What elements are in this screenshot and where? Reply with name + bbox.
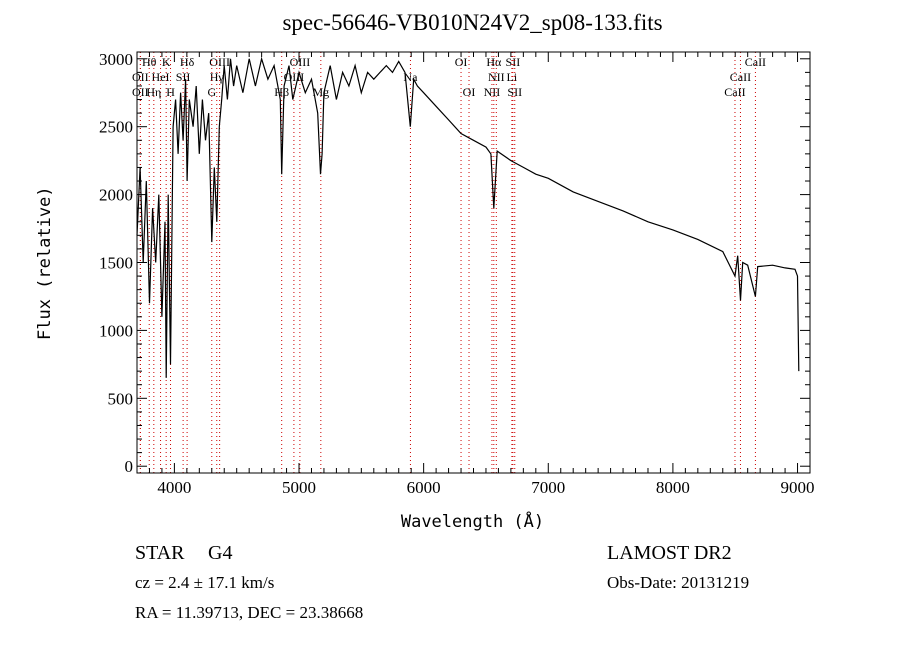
line-marker-label: SII (506, 55, 521, 69)
y-tick-label: 3000 (99, 50, 133, 69)
y-tick-label: 1000 (99, 321, 133, 340)
x-tick-label: 7000 (531, 478, 565, 497)
line-marker-label: OII (132, 85, 149, 99)
redshift-text: cz = 2.4 ± 17.1 km/s (135, 573, 275, 592)
line-marker-label: Li (507, 70, 518, 84)
line-marker-label: HeI (152, 70, 170, 84)
x-tick-label: 4000 (157, 478, 191, 497)
line-marker-label: OI (455, 55, 468, 69)
line-marker-label: H (166, 85, 175, 99)
line-marker-label: OI (463, 85, 476, 99)
coordinates-text: RA = 11.39713, DEC = 23.38668 (135, 603, 364, 622)
y-tick-label: 2500 (99, 118, 133, 137)
line-marker-label: Hδ (180, 55, 195, 69)
y-tick-label: 1500 (99, 254, 133, 273)
object-class: STAR (135, 542, 185, 564)
line-marker-label: SII (507, 85, 522, 99)
spectrum-line (136, 56, 800, 378)
y-tick-label: 0 (125, 457, 134, 476)
chart-title: spec-56646-VB010N24V2_sp08-133.fits (282, 10, 663, 35)
line-marker-label: CaII (724, 85, 745, 99)
x-tick-label: 5000 (282, 478, 316, 497)
line-marker-label: SII (176, 70, 191, 84)
object-subclass: G4 (208, 542, 233, 564)
line-marker-label: CaII (730, 70, 751, 84)
x-tick-label: 8000 (656, 478, 690, 497)
line-marker-label: NII (488, 70, 505, 84)
y-axis-label: Flux (relative) (35, 186, 55, 340)
line-marker-label: CaII (745, 55, 766, 69)
y-tick-label: 500 (108, 389, 134, 408)
y-tick-label: 2000 (99, 186, 133, 205)
line-marker-label: Hγ (210, 70, 225, 84)
plot-frame (136, 51, 811, 474)
x-tick-label: 9000 (781, 478, 815, 497)
survey-name: LAMOST DR2 (607, 542, 732, 564)
line-marker-label: Hθ (142, 55, 157, 69)
observation-date: Obs-Date: 20131219 (607, 573, 750, 592)
line-marker-label: G (207, 85, 216, 99)
line-marker-label: Hα (486, 55, 502, 69)
line-marker-label: Hη (146, 85, 161, 99)
x-tick-label: 6000 (407, 478, 441, 497)
x-axis-label: Wavelength (Å) (400, 512, 545, 532)
line-marker-label: Hβ (274, 85, 289, 99)
line-marker-label: OIII (209, 55, 230, 69)
line-marker-label: NII (484, 85, 501, 99)
line-marker-label: OIII (290, 55, 311, 69)
line-marker-label: K (162, 55, 171, 69)
